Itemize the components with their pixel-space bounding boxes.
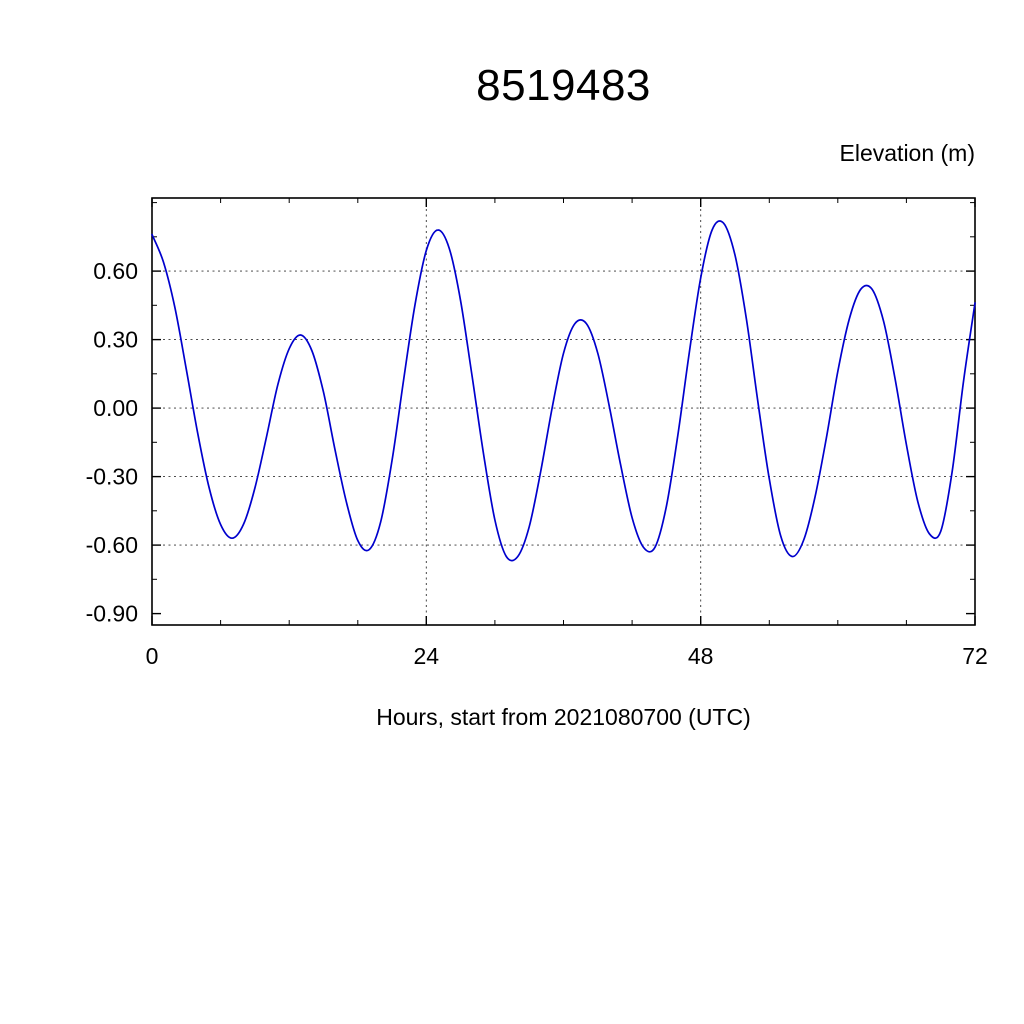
axis-box — [151, 197, 976, 626]
y-tick-label: 0.30 — [93, 327, 138, 353]
gridlines — [152, 198, 975, 625]
y-tick-label: -0.60 — [86, 532, 138, 558]
chart-title: 8519483 — [476, 61, 651, 110]
x-tick-label: 48 — [688, 643, 714, 669]
x-tick-label: 72 — [962, 643, 988, 669]
x-tick-label: 24 — [414, 643, 440, 669]
tide-curve — [151, 220, 976, 562]
x-axis-title: Hours, start from 2021080700 (UTC) — [376, 704, 751, 730]
y-tick-label: 0.60 — [93, 258, 138, 284]
y-tick-label: -0.90 — [86, 601, 138, 627]
y-tick-label: -0.30 — [86, 464, 138, 490]
x-tick-labels: 0 24 48 72 — [146, 643, 988, 669]
axis-ticks — [151, 198, 976, 625]
y-tick-labels: -0.90 -0.60 -0.30 0.00 0.30 0.60 — [86, 258, 138, 626]
y-tick-label: 0.00 — [93, 395, 138, 421]
y-axis-title: Elevation (m) — [839, 140, 975, 166]
x-tick-label: 0 — [146, 643, 159, 669]
